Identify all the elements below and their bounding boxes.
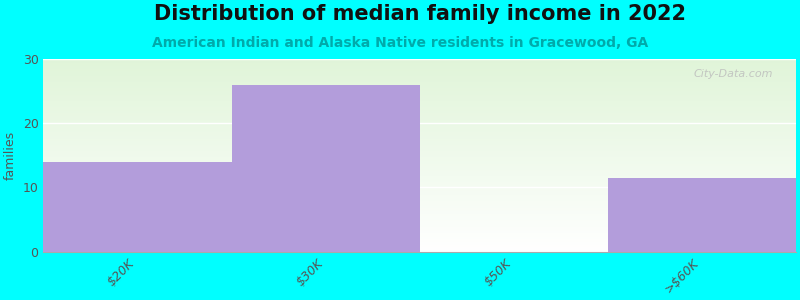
Title: Distribution of median family income in 2022: Distribution of median family income in … xyxy=(154,4,686,24)
Bar xyxy=(608,178,796,252)
Text: City-Data.com: City-Data.com xyxy=(694,69,774,79)
Text: American Indian and Alaska Native residents in Gracewood, GA: American Indian and Alaska Native reside… xyxy=(152,36,648,50)
Y-axis label: families: families xyxy=(4,131,17,180)
Bar xyxy=(43,162,231,252)
Bar xyxy=(231,85,420,252)
